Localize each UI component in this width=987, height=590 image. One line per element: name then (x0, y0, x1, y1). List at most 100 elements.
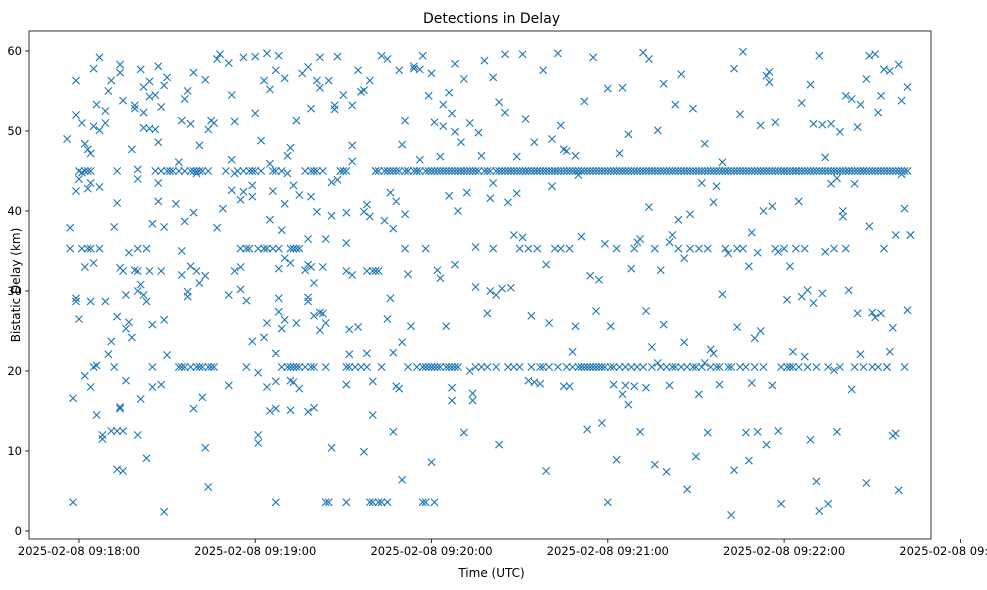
data-point (427, 363, 436, 371)
data-point (201, 271, 210, 280)
data-point (474, 128, 483, 137)
data-point (180, 95, 189, 103)
data-point (119, 427, 128, 435)
data-point (113, 465, 122, 474)
data-point (348, 271, 357, 279)
data-point (451, 260, 460, 269)
data-point (665, 238, 674, 247)
data-point (524, 376, 533, 385)
data-point (597, 419, 606, 427)
data-point (174, 167, 183, 175)
data-point (621, 363, 630, 371)
data-point (342, 167, 351, 175)
data-point (119, 96, 128, 105)
data-point (116, 404, 125, 413)
data-point (327, 178, 336, 187)
data-point (606, 363, 615, 371)
data-point (812, 167, 821, 175)
data-point (330, 105, 339, 114)
data-point (177, 363, 186, 371)
data-point (418, 363, 427, 371)
data-point (865, 51, 874, 60)
data-point (571, 322, 580, 331)
data-point (110, 223, 119, 231)
data-point (195, 279, 204, 287)
data-point (718, 290, 727, 299)
data-point (527, 363, 536, 371)
data-point (77, 244, 86, 253)
data-point (577, 232, 586, 241)
data-point (204, 483, 213, 491)
data-point (95, 53, 104, 62)
y-tick-label: 40 (7, 204, 22, 218)
data-point (700, 167, 709, 175)
data-point (262, 383, 271, 391)
data-point (289, 244, 298, 253)
data-point (800, 244, 809, 253)
data-point (495, 440, 504, 449)
data-point (580, 167, 589, 175)
data-point (98, 435, 107, 443)
data-point (301, 363, 310, 371)
data-point (119, 267, 128, 275)
data-point (550, 167, 559, 175)
data-point (838, 167, 847, 175)
data-point (465, 367, 474, 375)
data-point (530, 378, 539, 387)
data-point (218, 204, 227, 213)
data-point (568, 167, 577, 175)
data-point (157, 167, 166, 175)
data-point (844, 167, 853, 175)
data-point (66, 223, 75, 232)
data-point (210, 119, 219, 127)
data-point (565, 244, 574, 253)
data-point (571, 151, 580, 160)
data-point (880, 167, 888, 175)
data-point (342, 498, 351, 507)
data-point (677, 70, 686, 79)
data-point (495, 167, 504, 175)
data-point (712, 167, 721, 175)
data-point (618, 167, 627, 175)
data-point (289, 181, 298, 190)
data-point (89, 259, 98, 267)
data-point (142, 244, 151, 253)
data-point (774, 247, 783, 256)
data-point (683, 363, 692, 371)
data-point (415, 167, 424, 175)
data-point (192, 363, 201, 371)
data-point (686, 167, 695, 175)
data-point (448, 396, 457, 405)
data-point (756, 327, 765, 335)
data-point (177, 116, 186, 125)
data-point (354, 66, 363, 75)
data-point (80, 371, 89, 380)
data-point (847, 385, 856, 394)
data-point (780, 167, 789, 175)
data-point (133, 267, 142, 275)
data-point (868, 363, 877, 371)
data-point (462, 188, 471, 197)
data-point (653, 126, 662, 135)
data-point (298, 69, 307, 78)
data-point (398, 338, 407, 347)
data-point (709, 167, 718, 175)
data-point (483, 309, 492, 318)
data-point (251, 167, 260, 175)
data-point (712, 363, 721, 371)
data-point (856, 167, 865, 175)
data-point (747, 167, 756, 175)
data-point (750, 167, 759, 175)
data-point (838, 207, 847, 215)
data-point (133, 431, 142, 439)
data-point (359, 207, 368, 216)
data-point (101, 297, 110, 306)
data-point (265, 215, 274, 224)
data-point (662, 467, 671, 476)
data-point (424, 363, 433, 371)
data-point (844, 286, 853, 295)
data-point (286, 143, 295, 152)
data-point (254, 439, 263, 447)
data-point (448, 383, 457, 392)
data-point (304, 235, 313, 243)
